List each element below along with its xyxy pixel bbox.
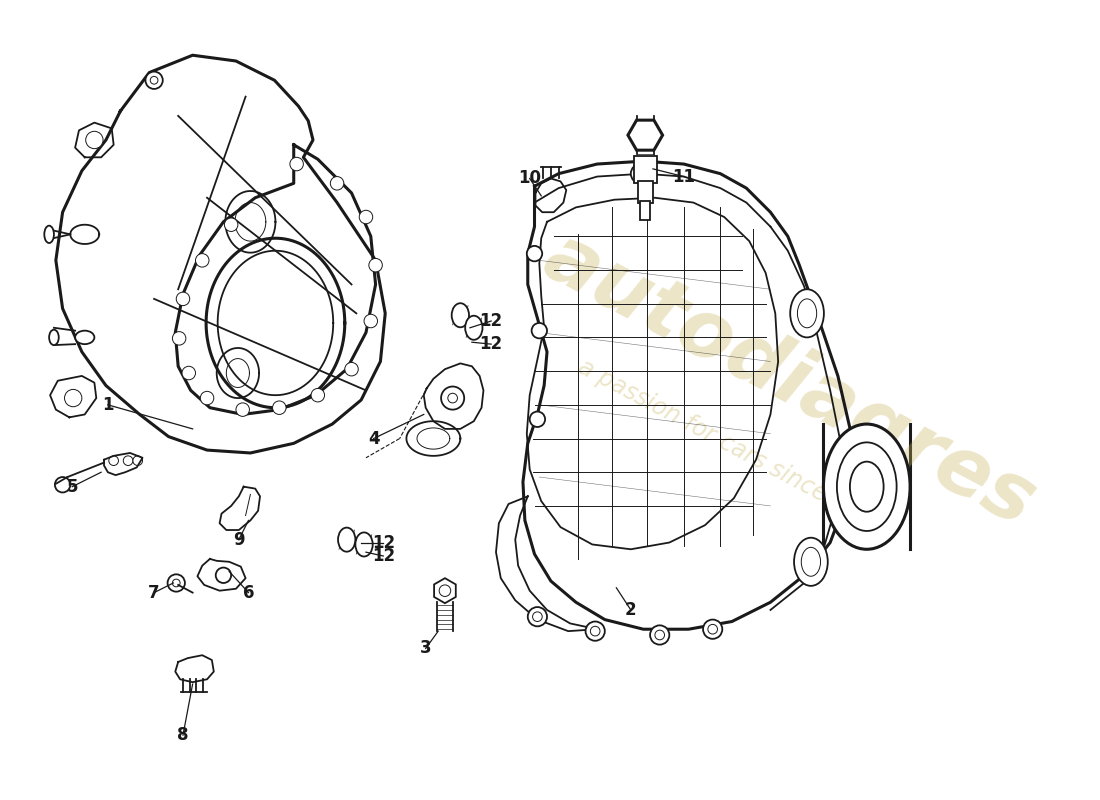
Circle shape (439, 585, 451, 597)
Circle shape (703, 619, 723, 639)
Ellipse shape (801, 547, 821, 576)
Circle shape (86, 131, 103, 149)
Ellipse shape (338, 528, 355, 552)
Ellipse shape (75, 330, 95, 344)
Circle shape (591, 626, 600, 636)
Circle shape (532, 612, 542, 622)
Circle shape (448, 394, 458, 403)
Ellipse shape (850, 462, 883, 512)
Text: 3: 3 (420, 639, 431, 658)
Circle shape (708, 624, 717, 634)
Text: 5: 5 (66, 478, 78, 496)
Ellipse shape (44, 226, 54, 243)
Bar (640, 201, 650, 220)
Bar (638, 182, 653, 202)
Ellipse shape (794, 538, 828, 586)
Circle shape (236, 403, 250, 416)
Circle shape (216, 567, 231, 583)
Circle shape (330, 177, 344, 190)
Circle shape (650, 626, 669, 645)
Text: 12: 12 (480, 335, 503, 353)
Circle shape (273, 401, 286, 414)
Ellipse shape (824, 424, 910, 550)
Ellipse shape (798, 299, 816, 328)
Circle shape (145, 71, 163, 89)
Text: 11: 11 (672, 167, 695, 186)
Text: a passion for cars since 1985: a passion for cars since 1985 (574, 354, 890, 538)
Circle shape (364, 314, 377, 328)
Circle shape (585, 622, 605, 641)
Circle shape (123, 456, 133, 466)
Circle shape (173, 332, 186, 345)
Text: 12: 12 (372, 547, 395, 565)
Ellipse shape (837, 442, 896, 531)
Circle shape (167, 574, 185, 592)
Circle shape (109, 456, 119, 466)
Circle shape (344, 362, 359, 376)
Text: 4: 4 (367, 430, 380, 447)
Circle shape (311, 389, 324, 402)
Text: 1: 1 (102, 396, 113, 414)
Ellipse shape (50, 330, 58, 345)
Text: autodiagres: autodiagres (530, 218, 1048, 543)
Ellipse shape (355, 533, 373, 557)
Circle shape (527, 246, 542, 262)
Ellipse shape (465, 316, 483, 340)
Circle shape (176, 292, 189, 306)
Text: 9: 9 (233, 530, 244, 549)
Circle shape (224, 218, 238, 231)
Text: 2: 2 (625, 601, 637, 619)
Circle shape (630, 164, 650, 183)
Circle shape (360, 210, 373, 224)
Ellipse shape (452, 303, 469, 327)
Circle shape (196, 254, 209, 267)
Ellipse shape (790, 290, 824, 338)
Circle shape (654, 630, 664, 640)
Text: 6: 6 (243, 584, 254, 602)
Circle shape (151, 77, 158, 84)
Circle shape (182, 366, 196, 380)
Circle shape (368, 258, 383, 272)
Circle shape (441, 386, 464, 410)
Bar (634, 156, 657, 183)
Text: 7: 7 (148, 584, 159, 602)
Circle shape (528, 607, 547, 626)
Circle shape (55, 477, 70, 493)
Circle shape (530, 411, 546, 427)
Circle shape (65, 390, 81, 406)
Text: 8: 8 (177, 726, 189, 744)
Text: 12: 12 (480, 312, 503, 330)
Circle shape (200, 391, 213, 405)
Text: 12: 12 (372, 534, 395, 551)
Circle shape (531, 323, 547, 338)
Text: 10: 10 (518, 170, 541, 187)
Circle shape (173, 579, 180, 587)
Circle shape (290, 158, 304, 170)
Circle shape (133, 456, 143, 466)
